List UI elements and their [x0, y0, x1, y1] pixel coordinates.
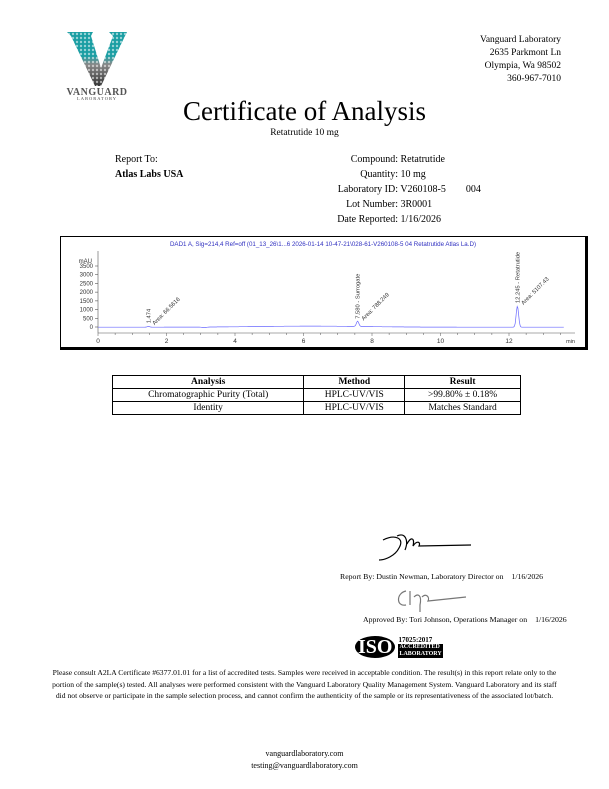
detail-value: 3R0001 — [400, 199, 433, 210]
peak-label: 7.580 - Surrogate — [356, 274, 362, 319]
director-signature — [378, 534, 472, 561]
detail-label: Quantity: — [360, 169, 398, 180]
website-link[interactable]: vanguardlaboratory.com — [265, 749, 344, 758]
table-row: Chromatographic Purity (Total) HPLC-UV/V… — [111, 388, 521, 402]
detail-label: Date Reported: — [337, 214, 398, 225]
peak-label: 1.474 — [146, 308, 152, 323]
approved-by-text: Approved By: Tori Johnson, Operations Ma… — [363, 615, 528, 624]
report-by: Report By: Dustin Newman, Laboratory Dir… — [340, 572, 543, 581]
detail-row: Date Reported: 1/16/2026 — [268, 212, 481, 227]
cell-method: HPLC-UV/VIS — [303, 388, 406, 402]
y-axis-label: mAU — [79, 259, 92, 265]
address-line: Vanguard Laboratory — [480, 35, 561, 45]
detail-label: Lot Number: — [346, 199, 398, 210]
peak-area-label: Area: 66.5616 — [152, 297, 182, 327]
detail-row: Lot Number: 3R0001 — [268, 197, 481, 212]
y-tick-label: 500 — [83, 316, 94, 322]
y-tick-label: 3500 — [80, 264, 94, 270]
iso-accredited: ACCREDITED — [398, 643, 443, 651]
page-title: Certificate of Analysis — [183, 96, 426, 126]
address-line: 2635 Parkmont Ln — [489, 48, 561, 58]
peak-area-label: Area: 5107.43 — [521, 277, 551, 307]
email-link[interactable]: testing@vanguardlaboratory.com — [251, 761, 358, 770]
cell-result: Matches Standard — [404, 401, 521, 415]
iso-mark: ISO — [355, 636, 396, 658]
results-table: Analysis Method Result Chromatographic P… — [111, 375, 521, 415]
detail-row: Compound: Retatrutide — [268, 152, 481, 167]
detail-label: Laboratory ID: — [337, 184, 398, 195]
x-tick-label: 8 — [370, 338, 374, 345]
chromatogram-svg: DAD1 A, Sig=214,4 Ref=off (01_13_26\1...… — [79, 241, 575, 345]
manager-signature — [397, 590, 467, 612]
cell-method: HPLC-UV/VIS — [303, 401, 406, 415]
address-line: Olympia, Wa 98502 — [484, 61, 561, 71]
x-tick-label: 2 — [165, 338, 169, 345]
header-method: Method — [303, 375, 406, 389]
address-line: 360-967-7010 — [507, 74, 561, 84]
table-row: Identity HPLC-UV/VIS Matches Standard — [111, 401, 521, 415]
table-header: Analysis Method Result — [111, 375, 521, 389]
detail-label: Compound: — [350, 154, 398, 165]
chart-title: DAD1 A, Sig=214,4 Ref=off (01_13_26\1...… — [170, 241, 476, 248]
x-tick-label: 12 — [505, 338, 513, 345]
detail-row: Laboratory ID: V260108-5 004 — [268, 182, 481, 197]
report-to-label: Report To: — [115, 154, 158, 165]
peak-label: 12.245 - Retatrutide — [515, 252, 521, 303]
peak-area-label: Area: 788.249 — [361, 292, 391, 322]
sample-details: Compound: Retatrutide Quantity: 10 mg La… — [268, 152, 481, 227]
cell-analysis: Identity — [111, 401, 305, 415]
approved-date: 1/16/2026 — [535, 615, 567, 624]
report-by-text: Report By: Dustin Newman, Laboratory Dir… — [340, 572, 504, 581]
disclaimer: Please consult A2LA Certificate #6377.01… — [52, 668, 557, 700]
detail-value: V260108-5 — [400, 184, 446, 195]
report-to: Report To: Atlas Labs USA — [115, 152, 183, 182]
y-tick-label: 1500 — [80, 299, 94, 305]
detail-row: Quantity: 10 mg — [268, 167, 481, 182]
chromatogram-trace — [98, 305, 564, 328]
page-subtitle: Retatrutide 10 mg — [270, 128, 339, 138]
header-analysis: Analysis — [111, 375, 305, 389]
approved-by: Approved By: Tori Johnson, Operations Ma… — [363, 615, 567, 624]
x-tick-label: 4 — [233, 338, 237, 345]
logo-text: VANGUARD — [66, 87, 127, 98]
vanguard-logo: VANGUARD LABORATORY — [66, 32, 127, 100]
cell-analysis: Chromatographic Purity (Total) — [111, 388, 305, 402]
report-date: 1/16/2026 — [511, 572, 544, 581]
svg-text:LABORATORY: LABORATORY — [77, 96, 117, 100]
x-axis-label: min — [566, 339, 575, 345]
iso-standard: 17025:2017 — [398, 635, 433, 644]
client-name: Atlas Labs USA — [115, 169, 184, 180]
iso-laboratory: LABORATORY — [398, 650, 443, 658]
y-tick-label: 0 — [90, 325, 94, 331]
lab-address: Vanguard Laboratory 2635 Parkmont Ln Oly… — [480, 34, 561, 86]
chromatogram: DAD1 A, Sig=214,4 Ref=off (01_13_26\1...… — [60, 236, 588, 350]
detail-value: Retatrutide — [400, 154, 445, 165]
cell-result: >99.80% ± 0.18% — [404, 388, 521, 402]
detail-extra: 004 — [465, 184, 481, 195]
x-tick-label: 10 — [437, 338, 445, 345]
contact-info: vanguardlaboratory.com testing@vanguardl… — [0, 748, 609, 772]
y-tick-label: 2000 — [80, 290, 94, 296]
header-result: Result — [404, 375, 521, 389]
x-tick-label: 0 — [96, 338, 100, 345]
detail-value: 10 mg — [400, 169, 426, 180]
x-tick-label: 6 — [302, 338, 306, 345]
y-tick-label: 1000 — [80, 308, 94, 314]
y-tick-label: 3000 — [80, 273, 94, 279]
y-tick-label: 2500 — [80, 281, 94, 287]
detail-value: 1/16/2026 — [400, 214, 442, 225]
iso-accreditation-badge: ISO 17025:2017 ACCREDITED LABORATORY — [355, 636, 443, 658]
